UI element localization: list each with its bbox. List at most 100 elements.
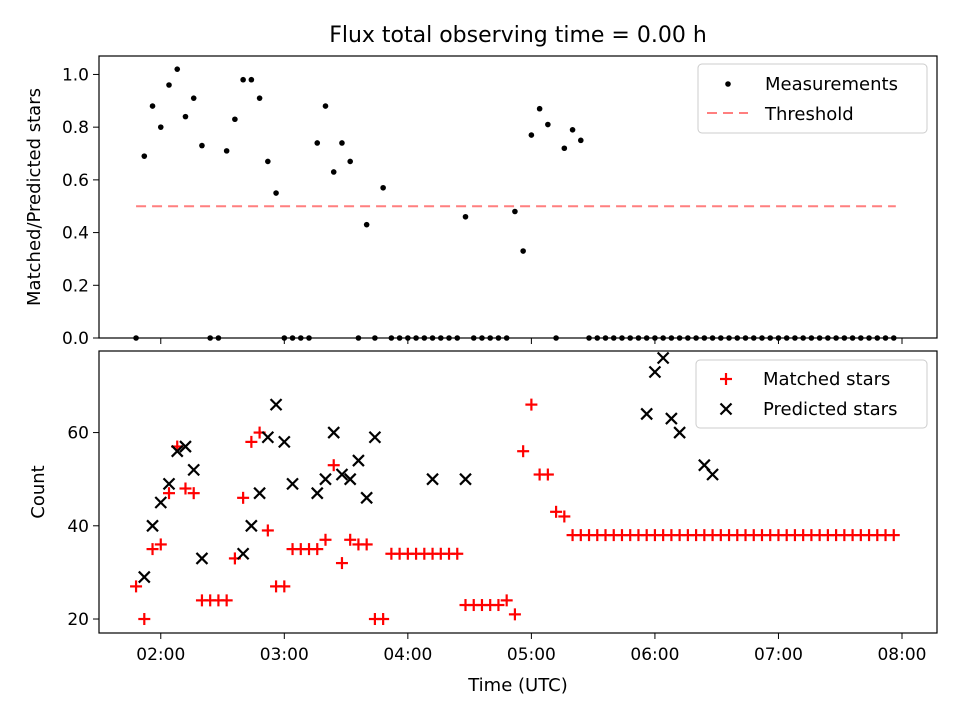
matched-star-point [344,533,357,546]
matched-star-point [335,557,348,570]
predicted-star-point [327,426,341,439]
predicted-star-point [360,491,373,505]
predicted-star-point [195,552,209,565]
matched-star-point [558,510,571,523]
predicted-star-point [236,547,250,561]
measurement-point [825,335,831,341]
y-tick-label: 0.0 [62,329,89,349]
measurement-point [149,103,156,109]
measurement-point [256,95,263,101]
measurement-point [141,153,148,159]
x-tick-label: 08:00 [877,645,926,665]
measurement-point [726,335,732,341]
measurement-point [816,335,823,341]
bottom-y-axis-label: Count [28,465,49,518]
measurement-point [874,335,881,341]
measurement-point [223,148,230,154]
top-panel: 0.0 0.2 0.4 0.6 0.8 1.0 Matched/Predicted sta… [24,55,938,349]
measurement-point [635,335,642,341]
matched-legend-marker [720,373,732,385]
matched-star-point [451,547,464,560]
x-stroke [640,407,653,421]
matched-star-point [492,599,505,612]
measurement-point [207,335,213,341]
measurement-point [602,335,609,341]
matched-star-point [319,533,332,546]
measurement-point [676,335,683,341]
x-stroke [236,547,250,561]
measurement-point [273,190,279,196]
top-legend: Measurements Threshold [697,63,928,134]
measurement-point [627,335,634,341]
predicted-star-point [286,477,299,491]
measurement-point [470,335,477,341]
measurement-point [281,335,288,341]
predicted-star-point [269,398,283,411]
measurement-point [297,335,304,341]
measurement-point [421,335,428,341]
predicted-star-point [426,472,439,486]
x-axis-label: Time (UTC) [467,675,568,696]
x-stroke [673,426,686,439]
measurement-point [265,158,271,165]
measurement-point [372,335,378,341]
measurements-legend-marker [725,81,731,87]
matched-star-point [237,491,250,504]
x-tick-label: 04:00 [383,645,432,665]
x-stroke [310,486,324,500]
measurements-legend-label: Measurements [765,74,898,95]
measurement-point [800,335,806,341]
matched-star-point [550,505,563,518]
x-stroke [327,426,341,439]
predicted-star-point [138,570,151,584]
measurement-point [890,335,897,341]
measurement-point [882,335,889,341]
predicted-star-point [154,496,168,509]
x-stroke [459,472,472,486]
x-tick-label: 06:00 [630,645,679,665]
measurement-point [322,103,329,109]
x-stroke [195,552,209,565]
measurement-point [586,335,592,341]
predicted-legend-marker [719,402,733,416]
measurement-point [849,335,856,341]
predicted-star-point [673,426,686,439]
y-tick-label: 0.6 [62,171,89,191]
measurement-point [619,335,625,341]
measurement-point [693,335,699,341]
x-stroke [162,477,176,491]
measurement-point [454,335,461,341]
measurement-point [330,169,337,175]
legend-x-glyph [719,402,733,416]
measurement-point [685,335,691,341]
matched-star-point [525,398,538,411]
x-tick-label: 03:00 [260,645,309,665]
matched-star-point [278,580,291,593]
measurement-point [405,335,411,341]
matched-star-point [311,543,324,556]
measurement-point [866,335,872,341]
y-tick-label: 60 [67,424,89,444]
predicted-star-point [310,486,324,500]
predicted-star-point [278,435,291,449]
measurement-point [775,335,782,341]
bottom-axes-frame [98,350,938,634]
x-stroke [656,351,670,365]
predicted-star-point [335,468,349,481]
x-stroke [170,444,184,458]
measurement-point [742,335,749,341]
matched-star-point [360,538,373,551]
x-stroke [368,430,382,444]
measurement-point [314,140,321,146]
predicted-star-point [656,351,670,365]
measurement-point [429,335,436,341]
x-stroke [146,519,159,533]
predicted-star-point [706,468,719,481]
measurement-point [569,126,576,133]
measurement-point [388,335,395,341]
predicted-star-point [319,472,332,486]
measurement-point [709,335,716,341]
chart-title: Flux total observing time = 0.00 h [329,23,707,48]
x-stroke [426,472,439,486]
measurement-point [479,335,485,341]
